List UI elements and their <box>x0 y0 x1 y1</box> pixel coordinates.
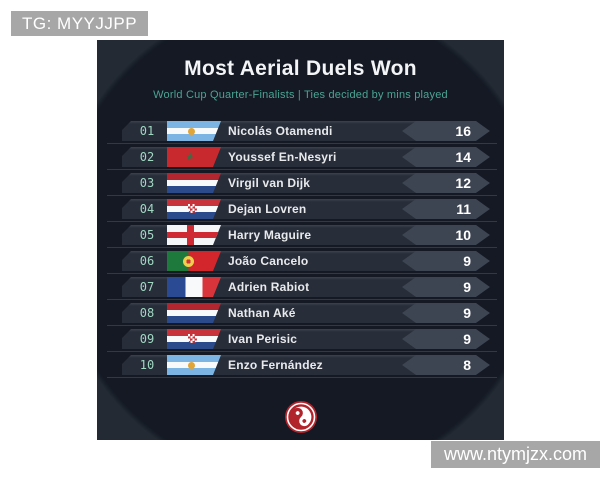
flag-icon-netherlands <box>167 303 221 323</box>
rank-label: 04 <box>139 202 155 216</box>
flag-icon-netherlands <box>167 173 221 193</box>
duels-value: 10 <box>455 227 471 243</box>
player-name: João Cancelo <box>228 254 309 268</box>
rank-label: 10 <box>139 358 155 372</box>
value-badge: 8 <box>402 355 490 375</box>
table-row: 02 Youssef En-Nesyri 14 <box>107 147 497 170</box>
rank-label: 09 <box>139 332 155 346</box>
duels-value: 12 <box>455 175 471 191</box>
table-row: 05 Harry Maguire 10 <box>107 225 497 248</box>
value-badge: 10 <box>402 225 490 245</box>
telegram-watermark-badge: TG: MYYJJPP <box>11 11 149 36</box>
player-name: Adrien Rabiot <box>228 280 310 294</box>
red-swirl-logo-icon <box>284 400 317 434</box>
table-row-box: 01 Nicolás Otamendi 16 <box>122 121 490 141</box>
rank-label: 03 <box>139 176 155 190</box>
leaderboard-list: 01 Nicolás Otamendi 16 02 Youssef En-Nes… <box>107 121 497 381</box>
table-row: 01 Nicolás Otamendi 16 <box>107 121 497 144</box>
stats-card: Most Aerial Duels Won World Cup Quarter-… <box>97 40 504 440</box>
rank-label: 01 <box>139 124 155 138</box>
player-name: Youssef En-Nesyri <box>228 150 337 164</box>
table-row-box: 07 Adrien Rabiot 9 <box>122 277 490 297</box>
flag-icon-england <box>167 225 221 245</box>
duels-value: 9 <box>463 253 471 269</box>
value-badge: 11 <box>402 199 490 219</box>
table-row-box: 06 João Cancelo 9 <box>122 251 490 271</box>
value-badge: 14 <box>402 147 490 167</box>
rank-label: 02 <box>139 150 155 164</box>
table-row: 09 Ivan Perisic 9 <box>107 329 497 352</box>
player-name: Dejan Lovren <box>228 202 307 216</box>
value-badge: 16 <box>402 121 490 141</box>
table-row-box: 02 Youssef En-Nesyri 14 <box>122 147 490 167</box>
duels-value: 9 <box>463 331 471 347</box>
table-row-box: 04 Dejan Lovren 11 <box>122 199 490 219</box>
table-row-box: 09 Ivan Perisic 9 <box>122 329 490 349</box>
flag-icon-morocco <box>167 147 221 167</box>
player-name: Nathan Aké <box>228 306 296 320</box>
table-row-box: 10 Enzo Fernández 8 <box>122 355 490 375</box>
player-name: Enzo Fernández <box>228 358 323 372</box>
flag-icon-argentina <box>167 355 221 375</box>
table-row-box: 05 Harry Maguire 10 <box>122 225 490 245</box>
duels-value: 8 <box>463 357 471 373</box>
flag-icon-croatia <box>167 329 221 349</box>
table-row-box: 03 Virgil van Dijk 12 <box>122 173 490 193</box>
flag-icon-portugal <box>167 251 221 271</box>
player-name: Harry Maguire <box>228 228 312 242</box>
table-row: 03 Virgil van Dijk 12 <box>107 173 497 196</box>
value-badge: 9 <box>402 329 490 349</box>
page-subtitle: World Cup Quarter-Finalists | Ties decid… <box>153 89 448 101</box>
player-name: Ivan Perisic <box>228 332 298 346</box>
rank-label: 07 <box>139 280 155 294</box>
flag-icon-croatia <box>167 199 221 219</box>
table-row: 08 Nathan Aké 9 <box>107 303 497 326</box>
duels-value: 14 <box>455 149 471 165</box>
table-row: 07 Adrien Rabiot 9 <box>107 277 497 300</box>
website-watermark-badge: www.ntymjzx.com <box>430 441 600 468</box>
page-title: Most Aerial Duels Won <box>184 57 417 80</box>
table-row-box: 08 Nathan Aké 9 <box>122 303 490 323</box>
rank-label: 05 <box>139 228 155 242</box>
value-badge: 12 <box>402 173 490 193</box>
duels-value: 11 <box>456 201 471 217</box>
value-badge: 9 <box>402 251 490 271</box>
duels-value: 16 <box>455 123 471 139</box>
table-row: 06 João Cancelo 9 <box>107 251 497 274</box>
player-name: Nicolás Otamendi <box>228 124 333 138</box>
value-badge: 9 <box>402 277 490 297</box>
duels-value: 9 <box>463 279 471 295</box>
flag-icon-argentina <box>167 121 221 141</box>
value-badge: 9 <box>402 303 490 323</box>
table-row: 04 Dejan Lovren 11 <box>107 199 497 222</box>
player-name: Virgil van Dijk <box>228 176 311 190</box>
duels-value: 9 <box>463 305 471 321</box>
table-row: 10 Enzo Fernández 8 <box>107 355 497 378</box>
rank-label: 06 <box>139 254 155 268</box>
rank-label: 08 <box>139 306 155 320</box>
flag-icon-france <box>167 277 221 297</box>
